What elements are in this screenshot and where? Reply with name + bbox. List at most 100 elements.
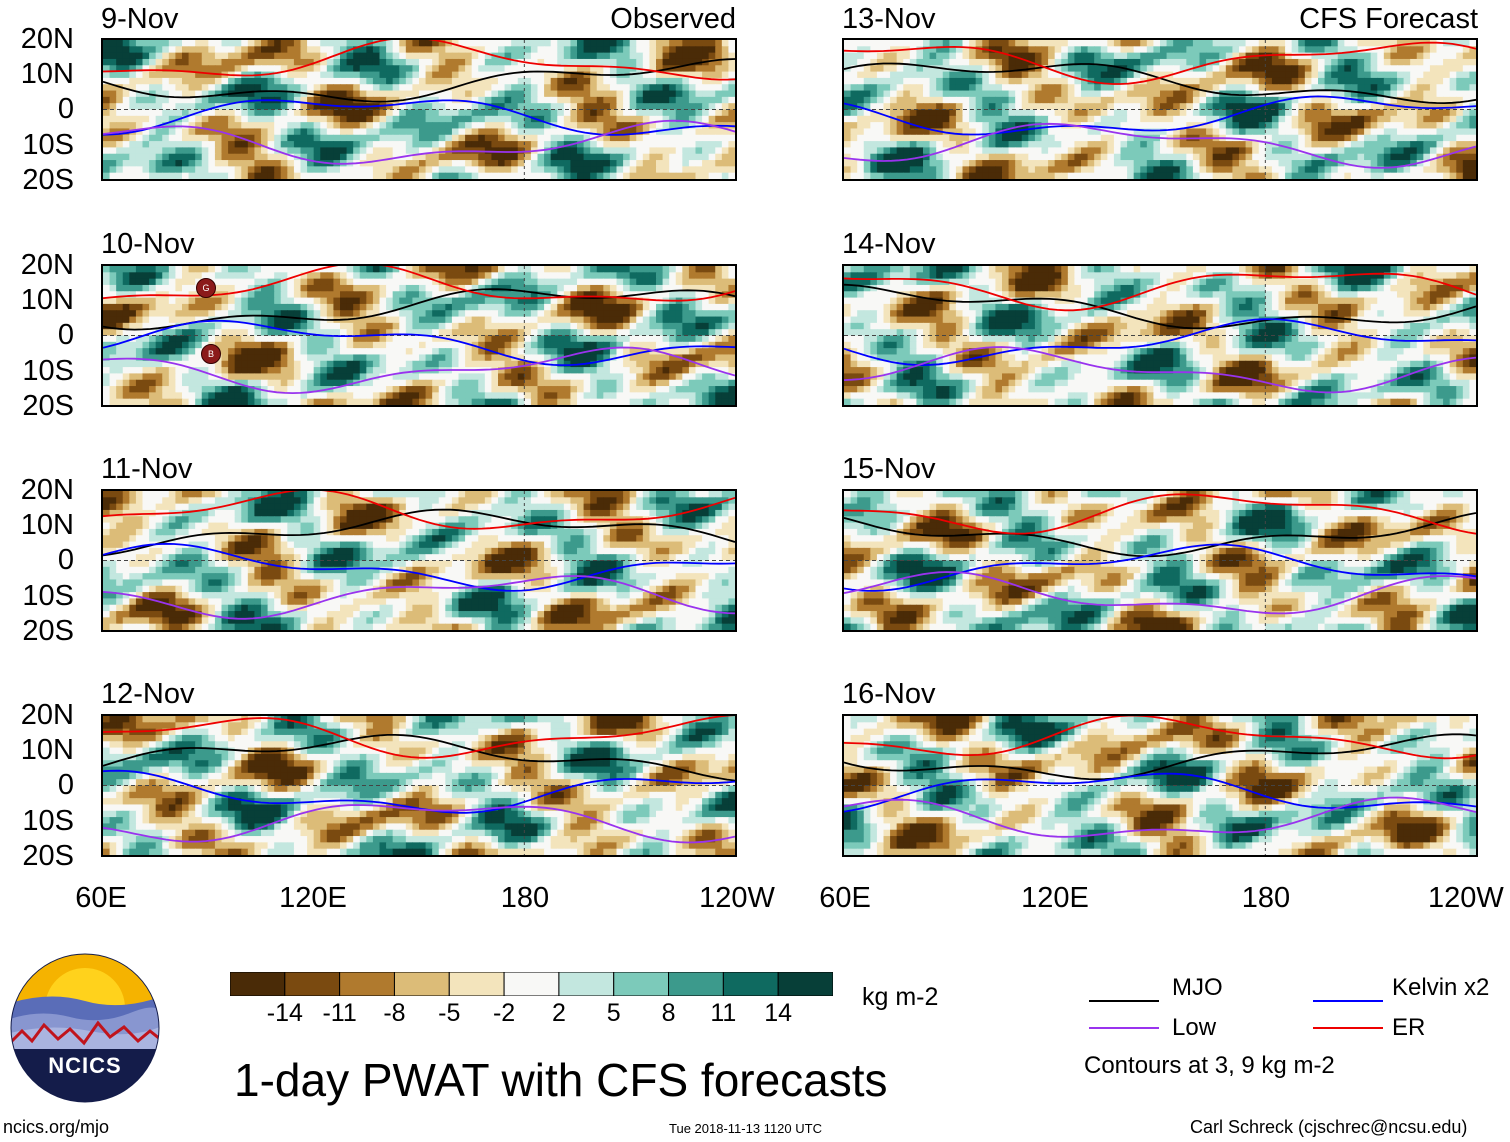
er-contour	[103, 40, 735, 81]
lat-tick: 10N	[20, 509, 74, 541]
mjo-contour	[844, 733, 1476, 781]
legend-label-mjo: MJO	[1172, 974, 1223, 1001]
lon-tick-left: 180	[500, 882, 550, 914]
panel-date-13-nov: 13-Nov	[842, 3, 936, 35]
legend-label-low: Low	[1172, 1014, 1217, 1041]
storm-marker-b: B	[201, 344, 221, 364]
lat-tick: 10S	[22, 355, 74, 387]
chart-title: 1-day PWAT with CFS forecasts	[234, 1054, 888, 1106]
low-contour	[103, 575, 735, 620]
er-contour	[844, 272, 1476, 312]
lat-tick: 0	[57, 769, 74, 801]
cfs-forecast-label: CFS Forecast	[1299, 3, 1478, 35]
lon-tick-right: 180	[1241, 882, 1291, 914]
low-contour	[103, 119, 735, 165]
map-panel-15-nov	[842, 489, 1478, 632]
lat-tick: 10N	[20, 734, 74, 766]
lon-tick-right: 120W	[1428, 882, 1504, 914]
low-contour	[844, 796, 1476, 838]
legend-label-er: ER	[1392, 1014, 1426, 1041]
colorbar-tick-label: 14	[764, 999, 793, 1027]
kelvin-contour	[103, 319, 735, 367]
lat-tick: 20N	[20, 474, 74, 506]
kelvin-contour	[844, 318, 1476, 367]
kelvin-contour	[103, 769, 735, 814]
map-panel-12-nov	[101, 714, 737, 857]
panel-date-12-nov: 12-Nov	[101, 678, 195, 710]
footer-timestamp: Tue 2018-11-13 1120 UTC	[669, 1121, 822, 1136]
panel-date-14-nov: 14-Nov	[842, 228, 936, 260]
pwat-field	[844, 266, 1476, 405]
lat-tick: 20N	[20, 249, 74, 281]
mjo-contour	[103, 508, 735, 557]
colorbar-box	[448, 971, 505, 997]
low-contour	[844, 346, 1476, 394]
legend-swatch-kelvin	[1313, 1000, 1383, 1002]
map-panel-10-nov	[101, 264, 737, 407]
kelvin-contour	[103, 99, 735, 136]
er-contour	[844, 493, 1476, 535]
colorbar-box	[777, 971, 834, 997]
low-contour	[844, 122, 1476, 169]
er-contour	[103, 491, 735, 530]
low-contour	[103, 346, 735, 395]
er-contour	[844, 41, 1476, 85]
er-contour	[844, 716, 1476, 760]
lon-tick-right: 120E	[1021, 882, 1089, 914]
kelvin-contour	[844, 543, 1476, 592]
lat-tick: 20S	[22, 840, 74, 872]
lon-tick-right: 60E	[819, 882, 871, 914]
lat-tick: 20S	[22, 164, 74, 196]
lon-tick-left: 120E	[279, 882, 347, 914]
pwat-field	[844, 40, 1476, 179]
footer-url: ncics.org/mjo	[3, 1117, 110, 1137]
colorbar-box	[284, 971, 341, 997]
pwat-field	[103, 40, 735, 179]
colorbar-box	[503, 971, 560, 997]
kelvin-contour	[844, 95, 1476, 136]
legend-swatch-low	[1089, 1027, 1159, 1029]
legend-swatch-mjo	[1089, 1000, 1159, 1002]
colorbar-tick-label: 8	[661, 999, 676, 1027]
lat-tick: 20N	[20, 23, 74, 55]
colorbar	[229, 971, 834, 997]
mjo-contour	[103, 288, 735, 331]
map-panel-13-nov	[842, 38, 1478, 181]
colorbar-tick-label: 11	[710, 999, 737, 1027]
colorbar-tick-label: -11	[322, 999, 357, 1027]
colorbar-box	[668, 971, 724, 997]
low-contour	[103, 804, 735, 844]
contour-note: Contours at 3, 9 kg m-2	[1084, 1052, 1335, 1079]
colorbar-unit: kg m-2	[862, 983, 939, 1011]
lat-tick: 10S	[22, 805, 74, 837]
colorbar-box	[613, 971, 670, 997]
lat-tick: 10N	[20, 58, 74, 90]
mjo-contour	[844, 283, 1476, 330]
colorbar-box	[722, 971, 779, 997]
mjo-contour	[844, 512, 1476, 558]
map-panel-9-nov	[101, 38, 737, 181]
colorbar-box	[558, 971, 615, 997]
storm-marker-g: G	[196, 278, 216, 298]
lon-tick-left: 120W	[699, 882, 775, 914]
pwat-field	[103, 716, 735, 855]
ncics-logo: NCICS	[10, 953, 160, 1103]
kelvin-contour	[103, 542, 735, 592]
pwat-field	[844, 716, 1476, 855]
lat-tick: 20S	[22, 615, 74, 647]
kelvin-contour	[844, 772, 1476, 813]
colorbar-tick-label: 5	[606, 999, 621, 1027]
legend-swatch-er	[1313, 1027, 1383, 1029]
lat-tick: 10N	[20, 284, 74, 316]
panel-date-15-nov: 15-Nov	[842, 453, 936, 485]
map-panel-11-nov	[101, 489, 737, 632]
map-panel-14-nov	[842, 264, 1478, 407]
lat-tick: 0	[57, 319, 74, 351]
colorbar-tick-label: 2	[551, 999, 566, 1027]
pwat-field	[103, 266, 735, 405]
colorbar-tick-label: -8	[383, 999, 406, 1027]
observed-label: Observed	[610, 3, 736, 35]
colorbar-tick-label: -14	[266, 999, 303, 1027]
er-contour	[103, 716, 735, 759]
lat-tick: 20S	[22, 390, 74, 422]
